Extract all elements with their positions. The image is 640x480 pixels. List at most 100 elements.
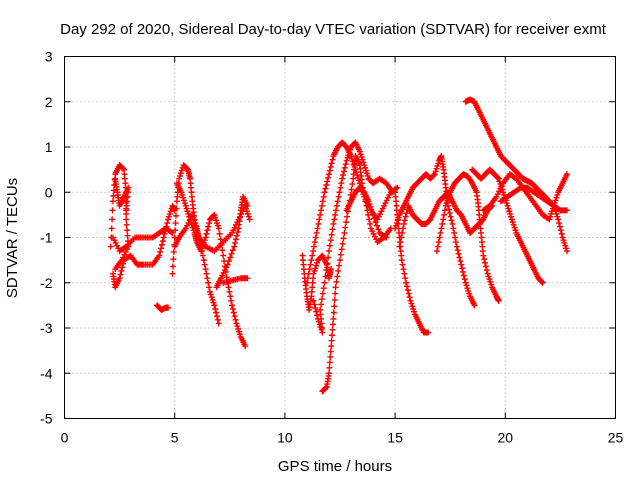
data-point (325, 370, 332, 377)
data-point (123, 207, 130, 214)
data-point (564, 171, 571, 178)
data-point (507, 210, 514, 217)
series-t14 (319, 153, 394, 395)
series-t22 (480, 171, 571, 223)
data-point (124, 227, 131, 234)
data-point (166, 210, 173, 217)
data-point (316, 216, 323, 223)
data-point (325, 174, 332, 181)
data-point (396, 243, 403, 250)
data-point (227, 254, 234, 261)
data-point (206, 288, 213, 295)
data-point (158, 241, 165, 248)
data-point (322, 185, 329, 192)
data-point (319, 198, 326, 205)
data-point (392, 225, 399, 232)
data-point (326, 242, 333, 249)
data-point (321, 189, 328, 196)
data-point (365, 198, 372, 205)
data-point (164, 220, 171, 227)
data-point (193, 225, 200, 232)
data-point (229, 247, 236, 254)
data-point (484, 270, 491, 277)
x-tick-label: 5 (171, 430, 179, 446)
data-point (402, 213, 409, 220)
data-point (372, 219, 379, 226)
data-point (364, 207, 371, 214)
data-point (110, 187, 117, 194)
data-point (508, 216, 515, 223)
data-point (227, 293, 234, 300)
data-point (562, 242, 569, 249)
data-point (157, 248, 164, 255)
data-point (564, 207, 571, 214)
data-point (211, 211, 218, 218)
data-point (228, 250, 235, 257)
data-point (335, 193, 342, 200)
data-point (503, 200, 510, 207)
data-point (556, 223, 563, 230)
data-point (487, 278, 494, 285)
data-point (443, 200, 450, 207)
data-point (448, 217, 455, 224)
data-point (184, 208, 191, 215)
data-point (180, 194, 187, 201)
data-point (329, 156, 336, 163)
data-point (233, 232, 240, 239)
data-point (445, 206, 452, 213)
data-point (560, 237, 567, 244)
data-point (343, 219, 350, 226)
data-point (340, 168, 347, 175)
data-point (330, 315, 337, 322)
data-point (446, 210, 453, 217)
data-point (328, 160, 335, 167)
data-point (234, 229, 241, 236)
data-point (323, 267, 330, 274)
data-point (358, 153, 365, 160)
data-point (320, 193, 327, 200)
data-point (120, 165, 127, 172)
data-point (444, 197, 451, 204)
data-point (500, 189, 507, 196)
data-point (318, 296, 325, 303)
data-point (323, 182, 330, 189)
x-axis-label: GPS time / hours (278, 458, 392, 475)
data-point (199, 242, 206, 249)
data-point (445, 194, 452, 201)
data-point (314, 312, 321, 319)
data-point (229, 302, 236, 309)
data-point (512, 227, 519, 234)
data-point (200, 257, 207, 264)
data-point (212, 214, 219, 221)
data-point (312, 265, 319, 272)
data-point (232, 236, 239, 243)
data-point (459, 268, 466, 275)
data-point (459, 265, 466, 272)
data-point (360, 159, 367, 166)
data-point (368, 206, 375, 213)
data-point (165, 304, 172, 311)
data-point (356, 148, 363, 155)
data-point (488, 281, 495, 288)
data-point (245, 213, 252, 220)
data-point (228, 297, 235, 304)
x-tick-label: 20 (498, 430, 514, 446)
data-point (191, 220, 198, 227)
data-point (160, 234, 167, 241)
data-point (317, 211, 324, 218)
data-point (327, 163, 334, 170)
data-point (318, 202, 325, 209)
data-point (204, 275, 211, 282)
data-point (332, 284, 339, 291)
series-t12 (303, 139, 401, 286)
data-point (374, 222, 381, 229)
series-t23 (497, 184, 571, 214)
series-t19 (433, 171, 502, 304)
data-point (355, 174, 362, 181)
data-point (394, 217, 401, 224)
data-point (192, 222, 199, 229)
y-tick-label: -1 (40, 230, 53, 246)
data-point (433, 248, 440, 255)
data-point (561, 239, 568, 246)
data-point (215, 225, 222, 232)
